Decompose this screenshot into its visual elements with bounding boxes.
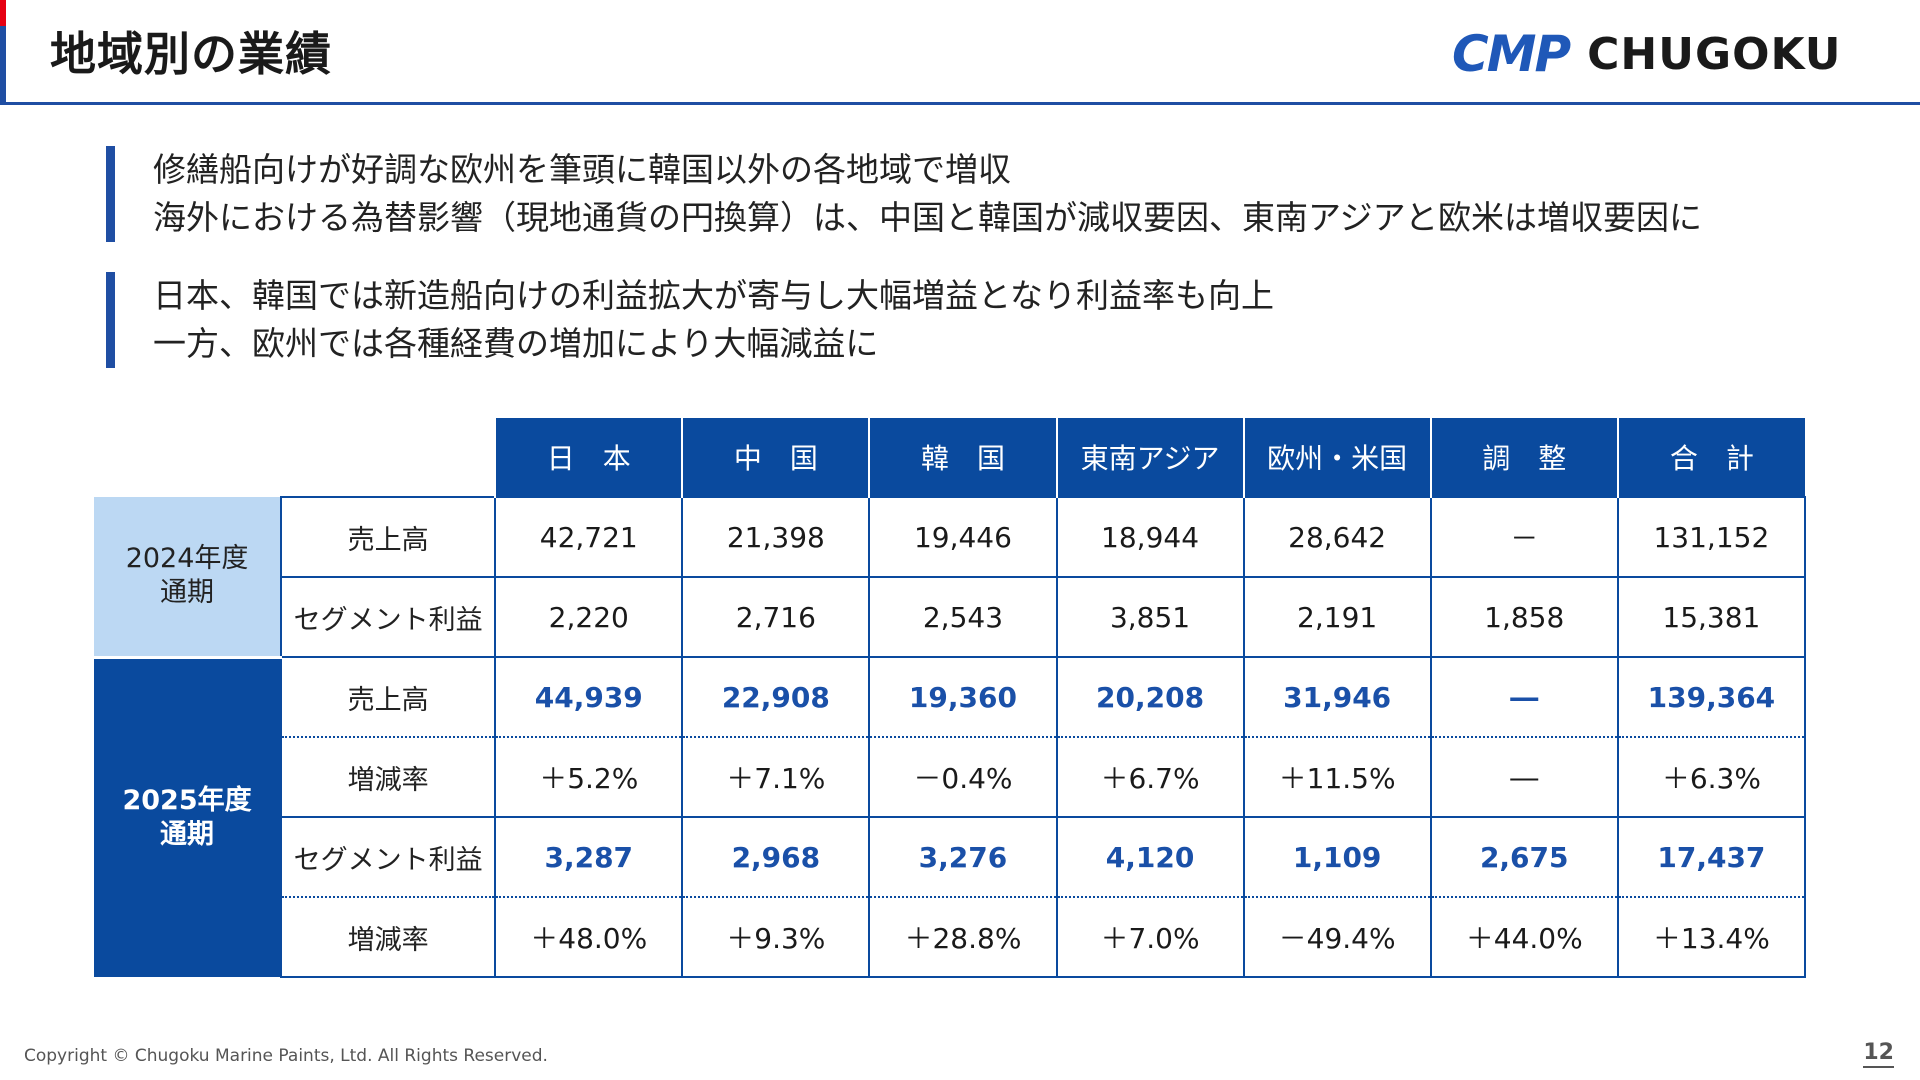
table-cell: ＋28.8%	[869, 897, 1058, 978]
column-header-korea: 韓 国	[868, 418, 1057, 497]
table-cell: 42,721	[495, 496, 684, 578]
table-cell: 3,287	[495, 817, 684, 898]
logo-mark: CMP	[1452, 25, 1571, 83]
table-cell: 2,675	[1430, 817, 1619, 898]
table-cell: 2,968	[682, 817, 871, 898]
row-label: セグメント利益	[280, 817, 497, 898]
row-label: セグメント利益	[280, 577, 497, 658]
column-header-japan: 日 本	[494, 418, 683, 497]
table-cell: 17,437	[1617, 817, 1807, 898]
page-number: 12	[1863, 1040, 1894, 1068]
table-cell: 4,120	[1056, 817, 1245, 898]
table-cell: 19,360	[869, 657, 1058, 738]
copyright-notice: Copyright © Chugoku Marine Paints, Ltd. …	[24, 1046, 548, 1066]
table-cell: ＋7.0%	[1056, 897, 1245, 978]
table-header-row: 日 本 中 国 韓 国 東南アジア 欧州・米国 調 整 合 計	[94, 418, 1805, 497]
table-cell: 2,220	[495, 577, 684, 658]
table-row: 2025年度 通期 売上高 44,939 22,908 19,360 20,208 31,94…	[94, 657, 1807, 977]
table-cell: ＋7.1%	[682, 737, 871, 818]
row-label: 増減率	[280, 897, 497, 978]
table-cell: 21,398	[682, 496, 871, 578]
bullet-line: 修繕船向けが好調な欧州を筆頭に韓国以外の各地域で増収	[153, 150, 1011, 189]
regional-performance-table: 日 本 中 国 韓 国 東南アジア 欧州・米国 調 整 合 計 2024年度 通期…	[94, 418, 1807, 978]
column-header-total: 合 計	[1616, 418, 1805, 497]
table-cell: ＋6.3%	[1617, 737, 1807, 818]
table-cell: ―	[1430, 657, 1619, 738]
period-label-2024: 2024年度 通期	[94, 497, 282, 659]
summary-bullet-sales: 修繕船向けが好調な欧州を筆頭に韓国以外の各地域で増収 海外における為替影響（現地…	[106, 146, 1702, 242]
table-cell: 15,381	[1617, 577, 1807, 658]
column-header-southeast-asia: 東南アジア	[1055, 418, 1244, 497]
table-row: セグメント利益 2,220 2,716 2,543 3,851 2,191 1,858 15,…	[94, 577, 1807, 658]
column-header-adjustment: 調 整	[1429, 418, 1618, 497]
table-cell: ＋5.2%	[495, 737, 684, 818]
table-cell: 44,939	[495, 657, 684, 738]
table-cell: ―	[1430, 737, 1619, 818]
table-cell: 1,109	[1243, 817, 1432, 898]
summary-bullet-profit: 日本、韓国では新造船向けの利益拡大が寄与し大幅増益となり利益率も向上 一方、欧州…	[106, 272, 1274, 368]
table-cell: 2,191	[1243, 577, 1432, 658]
table-row: 2024年度 通期 売上高 42,721 21,398 19,446 18,944 28,64…	[94, 496, 1807, 659]
bullet-line: 日本、韓国では新造船向けの利益拡大が寄与し大幅増益となり利益率も向上	[153, 276, 1275, 315]
table-cell: 139,364	[1617, 657, 1807, 738]
page-title: 地域別の業績	[50, 27, 332, 81]
table-cell: ＋11.5%	[1243, 737, 1432, 818]
table-cell: ＋48.0%	[495, 897, 684, 978]
table-cell: －	[1430, 496, 1619, 578]
table-row: 増減率 ＋5.2% ＋7.1% －0.4% ＋6.7% ＋11.5% ― ＋6.3%	[94, 737, 1807, 818]
column-header-china: 中 国	[681, 418, 870, 497]
bullet-line: 一方、欧州では各種経費の増加により大幅減益に	[153, 324, 879, 363]
company-logo: CMP CHUGOKU	[1452, 25, 1842, 83]
row-label: 売上高	[280, 657, 497, 738]
header-spacer	[94, 418, 282, 497]
table-cell: 18,944	[1056, 496, 1245, 578]
header-divider	[0, 102, 1920, 105]
table-cell: 19,446	[869, 496, 1058, 578]
table-cell: ＋44.0%	[1430, 897, 1619, 978]
table-row: セグメント利益 3,287 2,968 3,276 4,120 1,109 2,675 17,…	[94, 817, 1807, 898]
table-row: 増減率 ＋48.0% ＋9.3% ＋28.8% ＋7.0% －49.4% ＋44.0% ＋13…	[94, 897, 1807, 978]
table-cell: 20,208	[1056, 657, 1245, 738]
table-cell: 22,908	[682, 657, 871, 738]
table-cell: ＋13.4%	[1617, 897, 1807, 978]
logo-name: CHUGOKU	[1587, 28, 1842, 80]
column-header-europe-us: 欧州・米国	[1242, 418, 1431, 497]
table-cell: 3,851	[1056, 577, 1245, 658]
table-cell: －0.4%	[869, 737, 1058, 818]
row-label: 増減率	[280, 737, 497, 818]
table-cell: 3,276	[869, 817, 1058, 898]
table-cell: 2,543	[869, 577, 1058, 658]
table-cell: 1,858	[1430, 577, 1619, 658]
table-cell: －49.4%	[1243, 897, 1432, 978]
table-cell: 31,946	[1243, 657, 1432, 738]
accent-bar	[0, 0, 6, 102]
period-label-2025: 2025年度 通期	[94, 657, 282, 977]
table-cell: ＋6.7%	[1056, 737, 1245, 818]
table-cell: ＋9.3%	[682, 897, 871, 978]
row-label: 売上高	[280, 496, 497, 578]
table-cell: 131,152	[1617, 496, 1807, 578]
bullet-line: 海外における為替影響（現地通貨の円換算）は、中国と韓国が減収要因、東南アジアと欧…	[153, 198, 1703, 237]
table-cell: 28,642	[1243, 496, 1432, 578]
header-spacer	[281, 418, 496, 497]
table-cell: 2,716	[682, 577, 871, 658]
